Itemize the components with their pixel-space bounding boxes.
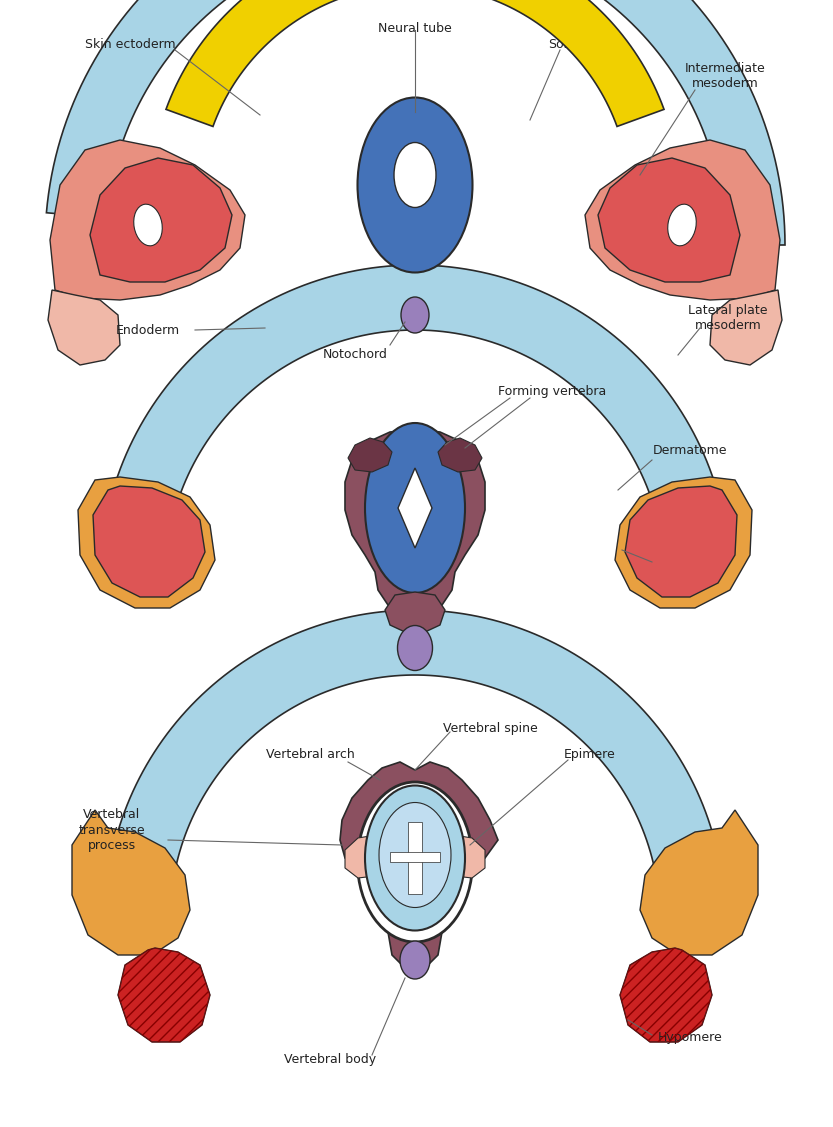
Text: Vertebral body: Vertebral body [284, 1054, 376, 1066]
Text: Myotome: Myotome [661, 559, 719, 571]
Polygon shape [625, 486, 737, 597]
Bar [390, 852, 440, 862]
Text: Neural tube: Neural tube [378, 23, 451, 35]
Text: Forming vertebra: Forming vertebra [498, 385, 606, 398]
Polygon shape [93, 486, 205, 597]
Polygon shape [585, 140, 780, 300]
Ellipse shape [394, 142, 436, 207]
Polygon shape [101, 265, 729, 558]
Text: Vertebral spine: Vertebral spine [442, 722, 537, 735]
Polygon shape [615, 477, 752, 607]
Ellipse shape [365, 423, 465, 593]
Polygon shape [710, 290, 782, 365]
Ellipse shape [397, 625, 432, 671]
Text: Endoderm: Endoderm [116, 323, 180, 337]
Polygon shape [345, 431, 485, 614]
Polygon shape [345, 836, 385, 878]
Polygon shape [72, 810, 190, 955]
Text: Skin ectoderm: Skin ectoderm [85, 38, 175, 51]
Text: Vertebral
transverse
process: Vertebral transverse process [78, 808, 145, 852]
Polygon shape [438, 438, 482, 472]
Polygon shape [48, 290, 120, 365]
Polygon shape [620, 948, 712, 1042]
Polygon shape [385, 592, 445, 635]
Ellipse shape [357, 98, 472, 273]
Ellipse shape [400, 941, 430, 979]
Text: Lateral plate
mesoderm: Lateral plate mesoderm [688, 304, 768, 332]
Polygon shape [90, 158, 232, 282]
Ellipse shape [401, 298, 429, 332]
Ellipse shape [357, 782, 472, 942]
Ellipse shape [668, 204, 696, 246]
Text: Vertebral arch: Vertebral arch [266, 748, 354, 761]
Polygon shape [348, 438, 392, 472]
Ellipse shape [379, 802, 451, 907]
Polygon shape [340, 762, 498, 971]
Polygon shape [166, 0, 664, 126]
Ellipse shape [365, 786, 465, 931]
Text: Intermediate
mesoderm: Intermediate mesoderm [685, 62, 766, 90]
Polygon shape [118, 948, 210, 1042]
Polygon shape [640, 810, 758, 955]
Polygon shape [445, 836, 485, 878]
Text: Hypomere: Hypomere [657, 1031, 722, 1045]
Bar [408, 822, 422, 894]
Text: Notochord: Notochord [322, 348, 387, 362]
Text: Dermatome: Dermatome [653, 444, 727, 456]
Ellipse shape [134, 204, 162, 246]
Polygon shape [47, 0, 785, 245]
Polygon shape [598, 158, 740, 282]
Text: Epimere: Epimere [564, 748, 616, 761]
Polygon shape [78, 477, 215, 607]
Text: Somite: Somite [548, 38, 592, 51]
Polygon shape [398, 468, 432, 548]
Polygon shape [50, 140, 245, 300]
Polygon shape [108, 610, 722, 886]
